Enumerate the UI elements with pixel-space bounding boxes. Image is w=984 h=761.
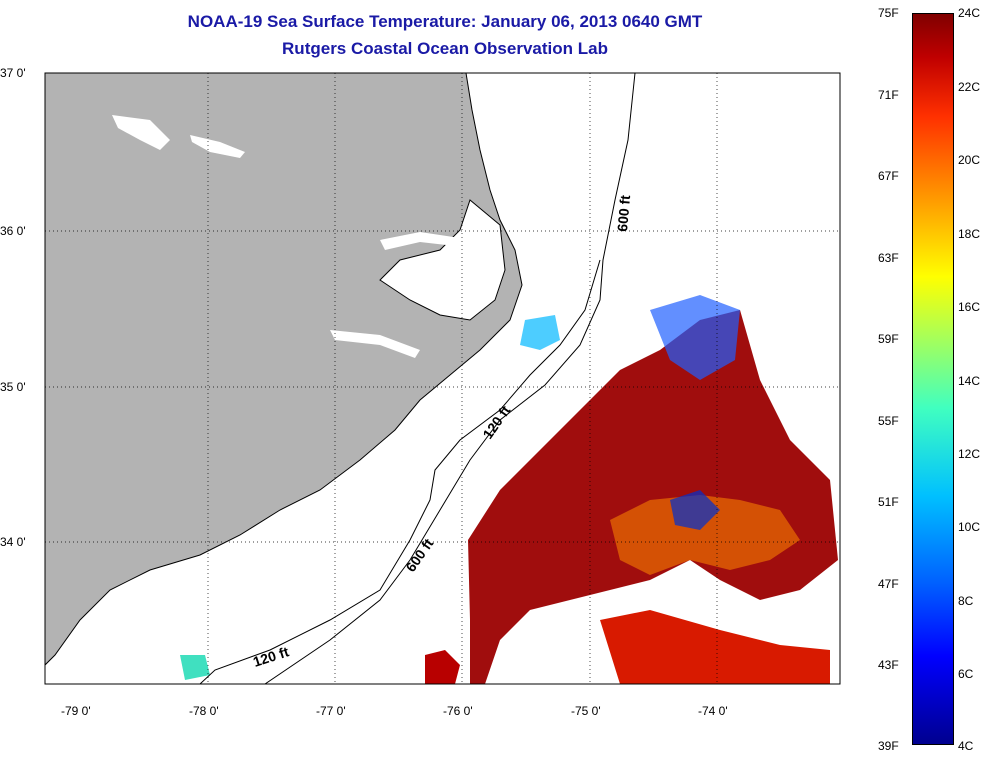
- contour-label: 120 ft: [251, 643, 291, 670]
- colorbar-f-label: 75F: [878, 6, 899, 20]
- lon-label: -77 0': [316, 704, 346, 718]
- contour-120ft: [199, 259, 601, 684]
- colorbar-c-label: 16C: [958, 300, 981, 314]
- colorbar-f-label: 67F: [878, 169, 899, 183]
- map-subtitle: Rutgers Coastal Ocean Observation Lab: [282, 39, 608, 58]
- cold-water: [650, 295, 740, 380]
- colorbar-c-label: 18C: [958, 227, 981, 241]
- colorbar-f-label: 71F: [878, 88, 899, 102]
- colorbar-f-label: 51F: [878, 495, 899, 509]
- colorbar-c-label: 8C: [958, 594, 974, 608]
- lat-label: 36 0': [0, 224, 26, 238]
- colorbar-c-label: 20C: [958, 153, 981, 167]
- lake-water: [112, 115, 170, 150]
- colorbar-c-label: 12C: [958, 447, 981, 461]
- sound-water: [379, 199, 506, 321]
- river-water: [380, 232, 460, 250]
- land-mass: [45, 73, 523, 666]
- lon-label: -78 0': [189, 704, 219, 718]
- cold-water: [520, 315, 560, 350]
- warm-water: [425, 650, 460, 684]
- colorbar-f-label: 39F: [878, 739, 899, 753]
- contour-label: 600 ft: [402, 535, 436, 574]
- lake-water: [190, 135, 245, 158]
- cold-water: [670, 490, 720, 530]
- temperature-colorbar: [912, 13, 954, 745]
- lon-label: -76 0': [443, 704, 473, 718]
- warm-water: [600, 610, 830, 684]
- lon-label: -79 0': [61, 704, 91, 718]
- lon-label: -75 0': [571, 704, 601, 718]
- lat-label: 37 0': [0, 66, 26, 80]
- colorbar-c-label: 14C: [958, 374, 981, 388]
- colorbar-f-label: 63F: [878, 251, 899, 265]
- colorbar-c-label: 4C: [958, 739, 974, 753]
- lat-label: 34 0': [0, 535, 26, 549]
- colorbar-c-label: 22C: [958, 80, 981, 94]
- contour-label: 600 ft: [614, 194, 633, 232]
- map-title: NOAA-19 Sea Surface Temperature: January…: [187, 12, 703, 31]
- colorbar-f-label: 59F: [878, 332, 899, 346]
- cold-water: [180, 655, 210, 680]
- colorbar-f-label: 55F: [878, 414, 899, 428]
- contour-600ft: [264, 73, 636, 684]
- colorbar-f-label: 47F: [878, 577, 899, 591]
- colorbar-c-label: 10C: [958, 520, 981, 534]
- colorbar-c-label: 6C: [958, 667, 974, 681]
- mixed-water: [610, 495, 800, 575]
- river-water: [330, 330, 420, 358]
- colorbar-f-label: 43F: [878, 658, 899, 672]
- lon-label: -74 0': [698, 704, 728, 718]
- colorbar-c-label: 24C: [958, 6, 981, 20]
- lat-label: 35 0': [0, 380, 26, 394]
- warm-water: [468, 310, 838, 684]
